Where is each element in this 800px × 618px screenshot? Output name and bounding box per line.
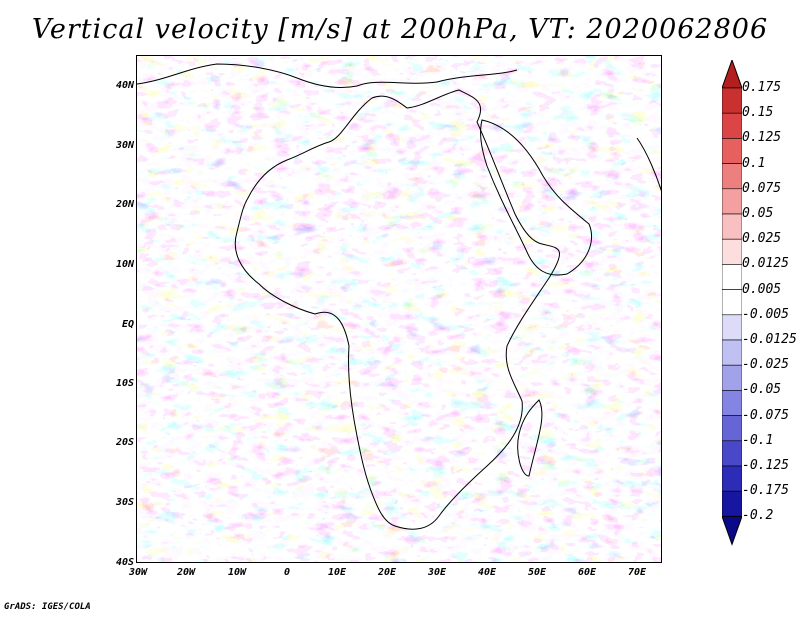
colorbar-label: 0.0125 xyxy=(742,256,789,272)
colorbar-bin xyxy=(722,213,742,240)
colorbar-bin xyxy=(722,238,742,265)
colorbar-label: 0.15 xyxy=(742,105,774,121)
colorbar-bin xyxy=(722,465,742,492)
lat-label-30n: 30N xyxy=(115,140,134,151)
colorbar-label: 0.125 xyxy=(742,130,782,146)
colorbar-bin xyxy=(722,415,742,442)
colorbar-bin xyxy=(722,264,742,290)
colorbar-label: -0.125 xyxy=(742,458,789,473)
colorbar-label: -0.025 xyxy=(742,357,789,373)
lat-label-10s: 10S xyxy=(115,378,134,389)
colorbar-bin xyxy=(722,339,742,366)
lon-label-0: 0 xyxy=(283,567,291,578)
colorbar-label: 0.075 xyxy=(742,180,782,196)
colorbar-bin xyxy=(722,490,742,517)
colorbar-label: -0.005 xyxy=(742,306,789,322)
colorbar-label: -0.0125 xyxy=(742,332,797,347)
chart-title: Vertical velocity [m/s] at 200hPa, VT: 2… xyxy=(31,14,769,45)
lon-label-40e: 40E xyxy=(477,567,497,578)
lat-label-eq: EQ xyxy=(121,319,134,330)
lat-label-40n: 40N xyxy=(115,80,134,91)
colorbar-bin xyxy=(722,289,742,316)
coastline-arabia xyxy=(480,119,592,276)
lon-label-60e: 60E xyxy=(577,567,597,578)
credit-text: GrADS: IGES/COLA xyxy=(4,602,91,612)
lat-label-40s: 40S xyxy=(115,557,134,568)
colorbar-label: -0.1 xyxy=(742,432,774,448)
lon-label-20w: 20W xyxy=(176,567,196,578)
colorbar-bin xyxy=(722,364,742,391)
lon-label-70e: 70E xyxy=(627,567,647,578)
colorbar-label: -0.075 xyxy=(742,407,789,423)
coastline-europe xyxy=(137,63,518,89)
coastline-africa xyxy=(137,63,661,530)
lon-label-10e: 10E xyxy=(327,567,347,578)
colorbar-bin xyxy=(722,163,742,190)
lat-label-20s: 20S xyxy=(115,437,134,448)
colorbar-max-arrow xyxy=(722,60,742,89)
colorbar-label: -0.175 xyxy=(742,483,789,499)
coastline-india xyxy=(636,137,661,192)
colorbar xyxy=(722,60,742,546)
colorbar-bin xyxy=(722,138,742,164)
lon-label-30w: 30W xyxy=(128,567,148,578)
colorbar-bin xyxy=(722,314,742,341)
lat-label-20n: 20N xyxy=(115,199,134,210)
lat-label-30s: 30S xyxy=(115,497,134,508)
colorbar-min-arrow xyxy=(722,515,742,546)
lon-label-10w: 10W xyxy=(227,567,247,578)
vertical-velocity-field xyxy=(137,56,661,562)
colorbar-label: -0.2 xyxy=(742,508,774,524)
lon-label-30e: 30E xyxy=(427,567,447,578)
colorbar-bin xyxy=(722,390,742,416)
lon-label-20e: 20E xyxy=(377,567,397,578)
coastline-madagascar xyxy=(517,399,543,477)
colorbar-label: -0.05 xyxy=(742,382,782,398)
colorbar-bin xyxy=(722,188,742,215)
colorbar-label: 0.025 xyxy=(742,231,782,247)
colorbar-label: 0.1 xyxy=(742,155,766,171)
map-plot-area xyxy=(136,55,662,563)
colorbar-bin xyxy=(722,87,742,114)
colorbar-bin xyxy=(722,440,742,467)
colorbar-label: 0.05 xyxy=(742,206,774,221)
colorbar-label: 0.175 xyxy=(742,80,782,95)
colorbar-bin xyxy=(722,112,742,139)
lon-label-50e: 50E xyxy=(527,567,547,578)
lat-label-10n: 10N xyxy=(115,259,134,270)
colorbar-label: 0.005 xyxy=(742,281,782,297)
